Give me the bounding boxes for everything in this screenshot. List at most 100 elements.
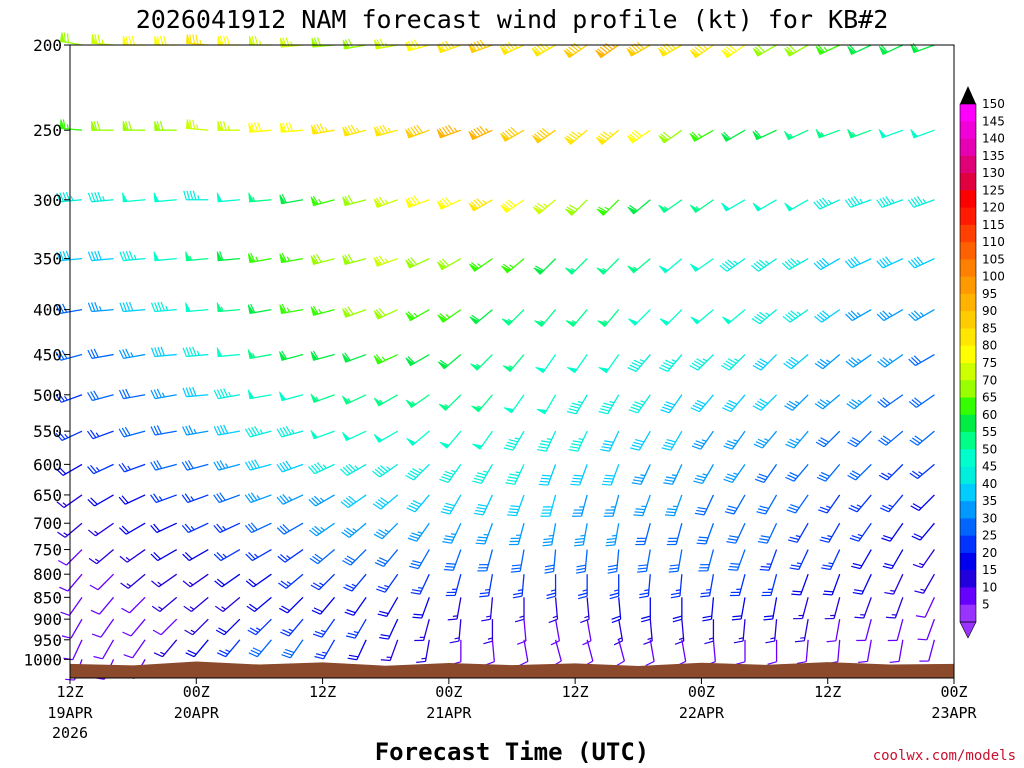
- wind-barb: [89, 573, 115, 591]
- wind-barb: [442, 522, 462, 544]
- wind-barb: [57, 522, 83, 538]
- wind-barb: [535, 354, 557, 374]
- wind-barb: [908, 309, 935, 322]
- colorbar-label: 130: [982, 166, 1005, 180]
- wind-barb: [278, 573, 304, 589]
- wind-barb: [786, 494, 809, 514]
- wind-barb: [596, 258, 620, 275]
- wind-barb: [845, 354, 872, 368]
- colorbar-swatch: [960, 242, 976, 260]
- colorbar-label: 145: [982, 114, 1005, 128]
- wind-barb: [659, 309, 683, 326]
- wind-barb: [151, 573, 178, 588]
- wind-barb: [438, 394, 462, 411]
- wind-barb: [280, 618, 304, 637]
- wind-barb: [658, 258, 683, 274]
- wind-barb: [310, 305, 335, 316]
- wind-barb: [244, 426, 272, 438]
- wind-barb: [405, 195, 430, 208]
- x-tick-label: 00Z: [435, 683, 462, 701]
- wind-barb: [690, 394, 714, 413]
- wind-barb: [595, 129, 620, 145]
- wind-barb: [247, 389, 272, 400]
- wind-barb: [118, 388, 146, 400]
- wind-barb: [661, 430, 683, 451]
- wind-barb: [501, 258, 525, 274]
- colorbar-label: 55: [982, 425, 997, 439]
- wind-barb: [405, 353, 430, 367]
- wind-barb: [763, 597, 778, 621]
- wind-barb: [247, 303, 272, 315]
- wind-barb: [150, 425, 177, 436]
- colorbar-swatch: [960, 121, 976, 139]
- wind-barb: [405, 463, 430, 481]
- surface-terrain: [70, 661, 954, 678]
- wind-barb: [885, 597, 904, 619]
- wind-barb: [449, 619, 462, 644]
- wind-barb: [564, 258, 588, 275]
- wind-barb: [607, 549, 620, 574]
- wind-barb: [344, 596, 367, 616]
- colorbar-label: 125: [982, 183, 1005, 197]
- wind-barb: [876, 256, 904, 269]
- y-tick-label: 800: [33, 565, 62, 584]
- wind-barb: [312, 618, 336, 638]
- wind-barb: [884, 573, 904, 595]
- wind-barb: [248, 192, 272, 203]
- wind-barb: [379, 618, 399, 640]
- colorbar-bottom-arrow: [959, 621, 977, 639]
- wind-barb: [91, 33, 114, 46]
- wind-barb: [878, 463, 904, 481]
- plot-frame: [70, 45, 954, 678]
- wind-barb: [601, 464, 620, 486]
- y-tick-label: 900: [33, 610, 62, 629]
- wind-barb: [181, 522, 209, 534]
- wind-barb: [87, 463, 114, 475]
- wind-barb: [508, 523, 525, 546]
- wind-barb: [752, 354, 778, 371]
- wind-barb: [277, 549, 304, 563]
- wind-barb: [347, 639, 367, 661]
- wind-barb: [150, 522, 177, 534]
- y-tick-label: 300: [33, 191, 62, 210]
- wind-barb: [182, 573, 209, 588]
- wind-barb: [907, 256, 935, 269]
- wind-barb: [641, 597, 651, 623]
- wind-barb: [532, 199, 556, 215]
- wind-barb: [213, 460, 241, 471]
- wind-barb: [532, 128, 556, 144]
- colorbar-swatch: [960, 293, 976, 312]
- wind-barb: [310, 253, 335, 265]
- x-tick-label: 12Z: [309, 683, 336, 701]
- wind-barb: [279, 122, 304, 133]
- source-credit[interactable]: coolwx.com/models: [873, 748, 1016, 764]
- wind-barb: [785, 463, 809, 482]
- wind-barb: [844, 256, 872, 269]
- wind-barb: [342, 549, 367, 566]
- wind-barb: [373, 307, 398, 320]
- wind-barb: [572, 494, 588, 517]
- x-tick-label: 12Z: [562, 683, 589, 701]
- wind-barb: [721, 199, 746, 212]
- wind-barb: [691, 430, 714, 450]
- wind-barb: [244, 522, 272, 534]
- wind-barb: [696, 522, 715, 545]
- wind-barb: [185, 302, 209, 313]
- wind-barb: [150, 301, 177, 313]
- wind-barb: [310, 350, 335, 361]
- wind-barb: [342, 430, 367, 442]
- wind-barb: [550, 619, 561, 646]
- wind-barb: [670, 574, 683, 599]
- wind-barb: [564, 199, 588, 216]
- colorbar-swatch: [960, 604, 976, 623]
- wind-barb: [910, 42, 935, 54]
- wind-barb: [185, 251, 209, 262]
- wind-barb: [416, 639, 430, 663]
- wind-barb: [87, 348, 114, 360]
- wind-barb: [310, 195, 335, 207]
- x-tick-label: 20APR: [174, 704, 220, 722]
- wind-barb: [120, 573, 146, 589]
- wind-barb: [481, 597, 494, 622]
- wind-barb: [722, 309, 746, 325]
- wind-barb: [510, 549, 525, 573]
